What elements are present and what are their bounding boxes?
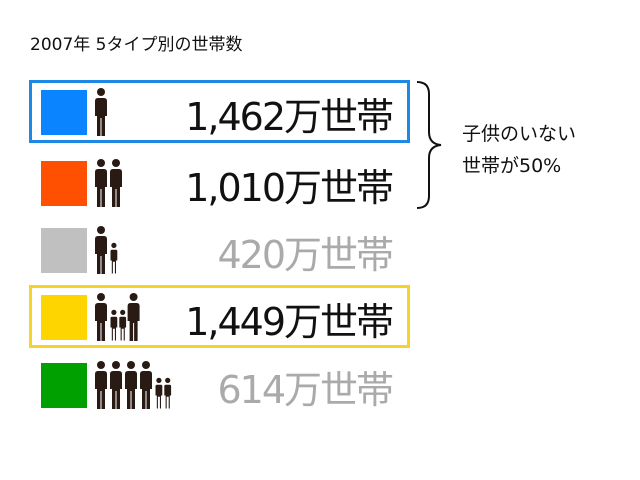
household-count: 1,449万世帯 [185, 300, 394, 344]
bracket-icon [416, 81, 442, 209]
child-person-icon [118, 309, 128, 341]
adult-person-icon [110, 361, 122, 409]
household-count: 420万世帯 [217, 233, 394, 277]
household-count: 614万世帯 [217, 368, 394, 412]
adult-person-icon [127, 293, 140, 341]
adult-person-icon [140, 361, 152, 409]
color-swatch [41, 363, 87, 408]
household-count: 1,010万世帯 [185, 166, 394, 210]
adult-person-icon [95, 361, 107, 409]
annotation: 子供のいない 世帯が50% [462, 118, 576, 182]
household-count: 1,462万世帯 [185, 95, 394, 139]
color-swatch [41, 161, 87, 206]
household-row: 1,010万世帯 [29, 151, 410, 214]
adult-person-icon [110, 159, 122, 207]
color-swatch [41, 228, 87, 273]
child-person-icon [109, 309, 119, 341]
household-row: 1,462万世帯 [29, 80, 410, 143]
adult-person-icon [95, 293, 107, 341]
child-person-icon [163, 377, 173, 409]
color-swatch [41, 295, 87, 340]
people-icons [95, 293, 140, 341]
people-icons [95, 361, 173, 409]
adult-person-icon [125, 361, 137, 409]
people-icons [95, 88, 107, 136]
people-icons [95, 226, 119, 274]
household-row: 614万世帯 [29, 353, 410, 416]
color-swatch [41, 90, 87, 135]
adult-person-icon [95, 88, 107, 136]
people-icons [95, 159, 122, 207]
child-person-icon [109, 242, 119, 274]
slide-title: 2007年 5タイプ別の世帯数 [30, 35, 243, 55]
household-row: 1,449万世帯 [29, 285, 410, 348]
child-person-icon [154, 377, 164, 409]
adult-person-icon [95, 226, 107, 274]
annotation-line-2: 世帯が50% [462, 155, 562, 177]
household-row: 420万世帯 [29, 218, 410, 281]
annotation-line-1: 子供のいない [462, 123, 577, 145]
adult-person-icon [95, 159, 107, 207]
